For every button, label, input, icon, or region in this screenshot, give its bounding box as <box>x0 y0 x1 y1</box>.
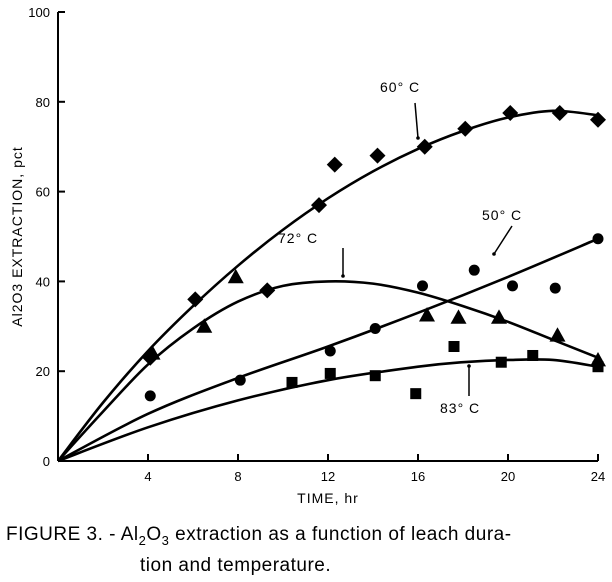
pointer-tip-60-c <box>416 136 420 140</box>
point-83-c <box>592 361 604 373</box>
point-50-c <box>507 280 518 292</box>
point-83-c <box>369 370 381 382</box>
series-label-72-c: 72° C <box>278 230 318 246</box>
point-60-c <box>187 291 204 308</box>
point-72-c <box>450 309 467 324</box>
point-60-c <box>311 197 327 214</box>
point-60-c <box>502 105 519 122</box>
point-60-c <box>590 111 606 128</box>
point-60-c <box>326 156 343 173</box>
y-tick-label: 40 <box>36 274 50 289</box>
point-50-c <box>369 323 381 335</box>
caption-sub-3: 3 <box>161 532 170 548</box>
point-50-c <box>234 374 246 386</box>
series-label-83-c: 83° C <box>440 400 480 416</box>
y-tick-label: 80 <box>36 95 50 110</box>
point-72-c <box>549 327 566 342</box>
point-72-c <box>491 309 507 324</box>
x-tick-label: 8 <box>234 469 241 484</box>
y-tick-label: 100 <box>28 5 50 20</box>
figure-caption: FIGURE 3. - Al2O3 extraction as a functi… <box>6 522 606 578</box>
point-72-c <box>227 268 244 284</box>
point-60-c <box>457 120 474 137</box>
point-50-c <box>417 280 428 292</box>
point-72-c <box>196 318 213 333</box>
caption-chem-o: O <box>146 524 162 545</box>
y-axis-title: Al2O3 EXTRACTION, pct <box>9 146 25 326</box>
caption-prefix: FIGURE 3. - <box>6 524 121 545</box>
x-tick-label: 24 <box>591 469 605 484</box>
point-50-c <box>549 282 561 294</box>
series-label-50-c: 50° C <box>482 207 522 223</box>
curve-72-c <box>57 280 599 462</box>
point-60-c <box>551 105 568 122</box>
caption-chem-al: Al <box>120 524 139 545</box>
y-tick-label: 20 <box>36 364 50 379</box>
pointer-60-c <box>414 102 419 139</box>
pointer-tip-72-c <box>341 274 345 278</box>
pointer-tip-83-c <box>467 364 471 368</box>
point-50-c <box>324 345 336 357</box>
series-label-60-c: 60° C <box>380 79 420 95</box>
x-tick-label: 16 <box>411 469 425 484</box>
point-60-c <box>369 147 386 164</box>
caption-line1-rest: extraction as a function of leach dura- <box>169 524 512 545</box>
caption-line2: tion and temperature. <box>140 554 332 576</box>
x-tick-label: 4 <box>144 469 151 484</box>
pointer-50-c <box>493 225 513 255</box>
x-tick-label: 12 <box>321 469 335 484</box>
y-tick-label: 60 <box>36 185 50 200</box>
point-72-c <box>419 307 435 322</box>
plot-area: 4 8 12 16 20 24 0 20 40 60 80 100 TIME, hr Al2O3 EXTR… <box>9 5 606 506</box>
pointer-tip-50-c <box>492 252 496 256</box>
point-50-c <box>144 390 156 402</box>
point-83-c <box>324 367 336 379</box>
caption-sub-2: 2 <box>138 532 147 548</box>
y-tick-label: 0 <box>43 454 50 469</box>
point-83-c <box>286 376 298 388</box>
chart: 4 8 12 16 20 24 0 20 40 60 80 100 TIME, hr Al2O3 EXTR… <box>9 5 606 506</box>
point-83-c <box>410 388 422 400</box>
point-50-c <box>468 264 480 276</box>
point-83-c <box>495 356 507 368</box>
x-axis-title: TIME, hr <box>297 490 359 506</box>
point-60-c <box>416 138 433 155</box>
point-50-c <box>592 233 604 245</box>
x-tick-label: 20 <box>501 469 515 484</box>
point-83-c <box>527 349 539 361</box>
point-72-c <box>144 345 161 360</box>
point-83-c <box>448 341 460 353</box>
